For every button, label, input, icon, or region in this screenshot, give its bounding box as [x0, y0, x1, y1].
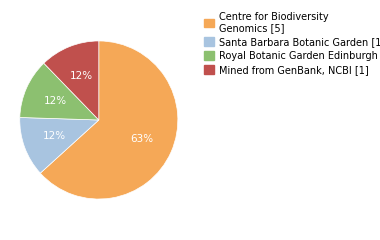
Wedge shape [20, 63, 99, 120]
Wedge shape [40, 41, 178, 199]
Text: 63%: 63% [131, 134, 154, 144]
Text: 12%: 12% [70, 71, 93, 81]
Wedge shape [44, 41, 99, 120]
Text: 12%: 12% [43, 131, 66, 141]
Wedge shape [20, 117, 99, 173]
Text: 12%: 12% [44, 96, 67, 106]
Legend: Centre for Biodiversity
Genomics [5], Santa Barbara Botanic Garden [1], Royal Bo: Centre for Biodiversity Genomics [5], Sa… [203, 10, 380, 77]
